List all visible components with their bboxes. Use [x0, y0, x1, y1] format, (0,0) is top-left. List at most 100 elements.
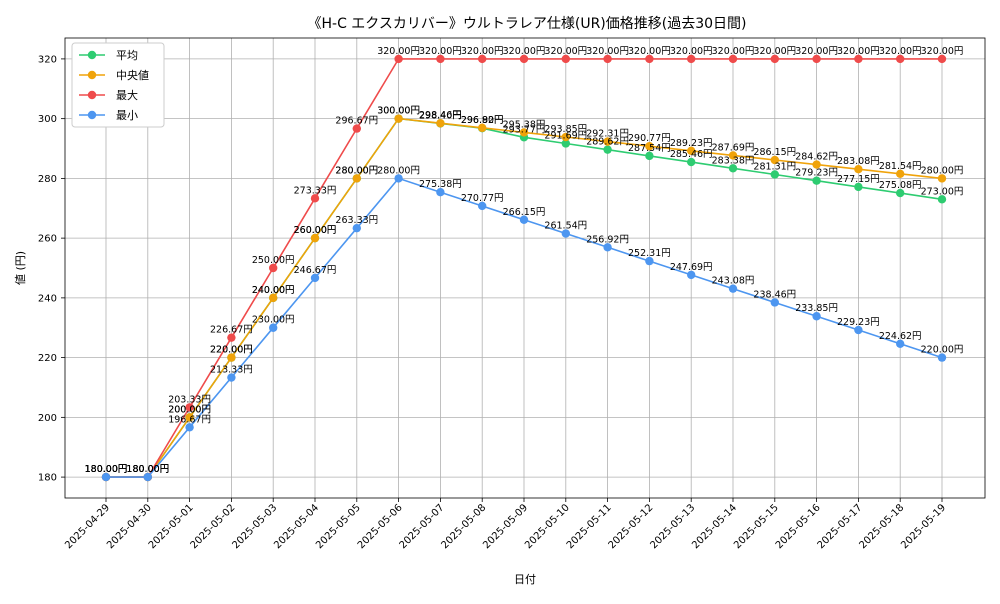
- legend-box: [71, 42, 165, 128]
- legend-label: 最大: [116, 88, 138, 102]
- y-tick-label: 240: [38, 293, 57, 304]
- legend-marker: [87, 90, 97, 100]
- data-label: 281.54円: [879, 161, 922, 172]
- data-point: [561, 54, 570, 64]
- data-point: [101, 472, 111, 482]
- data-label: 240.00円: [252, 285, 295, 296]
- data-label: 293.85円: [544, 124, 587, 135]
- data-label: 252.31円: [628, 248, 671, 259]
- data-point: [812, 176, 821, 185]
- data-point: [310, 194, 320, 203]
- data-label: 275.38円: [419, 179, 462, 190]
- data-label: 277.15円: [837, 174, 880, 185]
- data-label: 203.33円: [168, 394, 211, 405]
- y-axis-label: 値 (円): [14, 251, 27, 285]
- data-label: 266.15円: [503, 207, 546, 218]
- data-point: [185, 423, 194, 432]
- data-label: 279.23円: [795, 168, 838, 179]
- legend-marker: [87, 110, 97, 120]
- data-point: [227, 373, 236, 382]
- data-point: [770, 298, 779, 307]
- data-point: [394, 174, 403, 183]
- data-label: 246.67円: [294, 265, 337, 276]
- data-point: [728, 54, 738, 64]
- data-point: [645, 256, 654, 266]
- data-point: [352, 124, 361, 133]
- data-label: 320.00円: [712, 46, 755, 57]
- x-axis-ticks: 2025-04-292025-04-302025-05-012025-05-02…: [63, 498, 948, 551]
- data-point: [310, 233, 320, 243]
- legend-marker: [87, 70, 97, 80]
- data-point: [478, 54, 487, 64]
- data-point: [896, 339, 905, 349]
- data-point: [854, 164, 863, 174]
- data-label: 226.67円: [210, 325, 253, 336]
- data-label: 200.00円: [168, 404, 211, 415]
- data-label: 289.23円: [670, 138, 713, 149]
- data-label: 180.00円: [126, 464, 169, 475]
- data-label: 180.00円: [85, 464, 128, 475]
- data-label: 196.67円: [168, 414, 211, 425]
- data-label: 200.00円: [168, 404, 211, 415]
- data-point: [687, 54, 696, 64]
- y-tick-label: 180: [38, 473, 57, 484]
- data-point: [812, 160, 821, 169]
- x-axis-label: 日付: [514, 573, 536, 586]
- data-label: 283.38円: [712, 155, 755, 166]
- data-label: 296.67円: [335, 116, 378, 127]
- y-tick-label: 200: [38, 413, 57, 424]
- data-point: [645, 142, 654, 151]
- data-point: [937, 174, 947, 183]
- y-tick-label: 220: [38, 353, 57, 364]
- data-point: [519, 215, 529, 224]
- y-tick-label: 280: [38, 174, 57, 185]
- data-label: 263.33円: [335, 215, 378, 226]
- legend-marker: [87, 50, 97, 60]
- data-label: 220.00円: [210, 345, 253, 356]
- data-point: [854, 54, 863, 64]
- data-label: 320.00円: [419, 46, 462, 57]
- data-point: [269, 293, 278, 303]
- data-label: 293.77円: [503, 124, 546, 135]
- data-label: 247.69円: [670, 262, 713, 273]
- data-label: 238.46円: [753, 289, 796, 300]
- data-label: 224.62円: [879, 331, 922, 342]
- data-point: [687, 157, 696, 167]
- data-point: [896, 169, 905, 178]
- data-label: 320.00円: [544, 46, 587, 57]
- data-label: 243.08円: [712, 276, 755, 287]
- data-point: [728, 284, 738, 293]
- data-label: 180.00円: [85, 464, 128, 475]
- data-point: [687, 270, 696, 280]
- data-label: 180.00円: [126, 464, 169, 475]
- data-label: 280.00円: [377, 165, 420, 176]
- data-label: 300.00円: [377, 106, 420, 117]
- y-tick-label: 320: [38, 54, 57, 65]
- data-point: [854, 182, 863, 192]
- data-label: 260.00円: [294, 225, 337, 236]
- legend-label: 最小: [116, 109, 138, 122]
- data-point: [519, 128, 529, 137]
- data-label: 287.69円: [712, 142, 755, 153]
- data-point: [937, 353, 947, 362]
- data-label: 320.00円: [461, 46, 504, 57]
- data-label: 280.00円: [335, 165, 378, 176]
- data-point: [854, 325, 863, 335]
- data-point: [352, 223, 361, 233]
- data-point: [519, 54, 529, 64]
- data-label: 285.46円: [670, 149, 713, 160]
- data-label: 320.00円: [921, 46, 964, 57]
- data-label: 320.00円: [503, 46, 546, 57]
- data-point: [728, 164, 738, 173]
- data-label: 320.00円: [628, 46, 671, 57]
- data-label: 256.92円: [586, 234, 629, 245]
- data-label: 320.00円: [753, 46, 796, 57]
- data-label: 180.00円: [85, 464, 128, 475]
- x-tick-label: 2025-05-19: [899, 502, 948, 551]
- data-point: [603, 137, 612, 146]
- data-point: [770, 170, 779, 179]
- data-label: 180.00円: [126, 464, 169, 475]
- data-point: [603, 54, 612, 64]
- series-lines: [101, 54, 947, 482]
